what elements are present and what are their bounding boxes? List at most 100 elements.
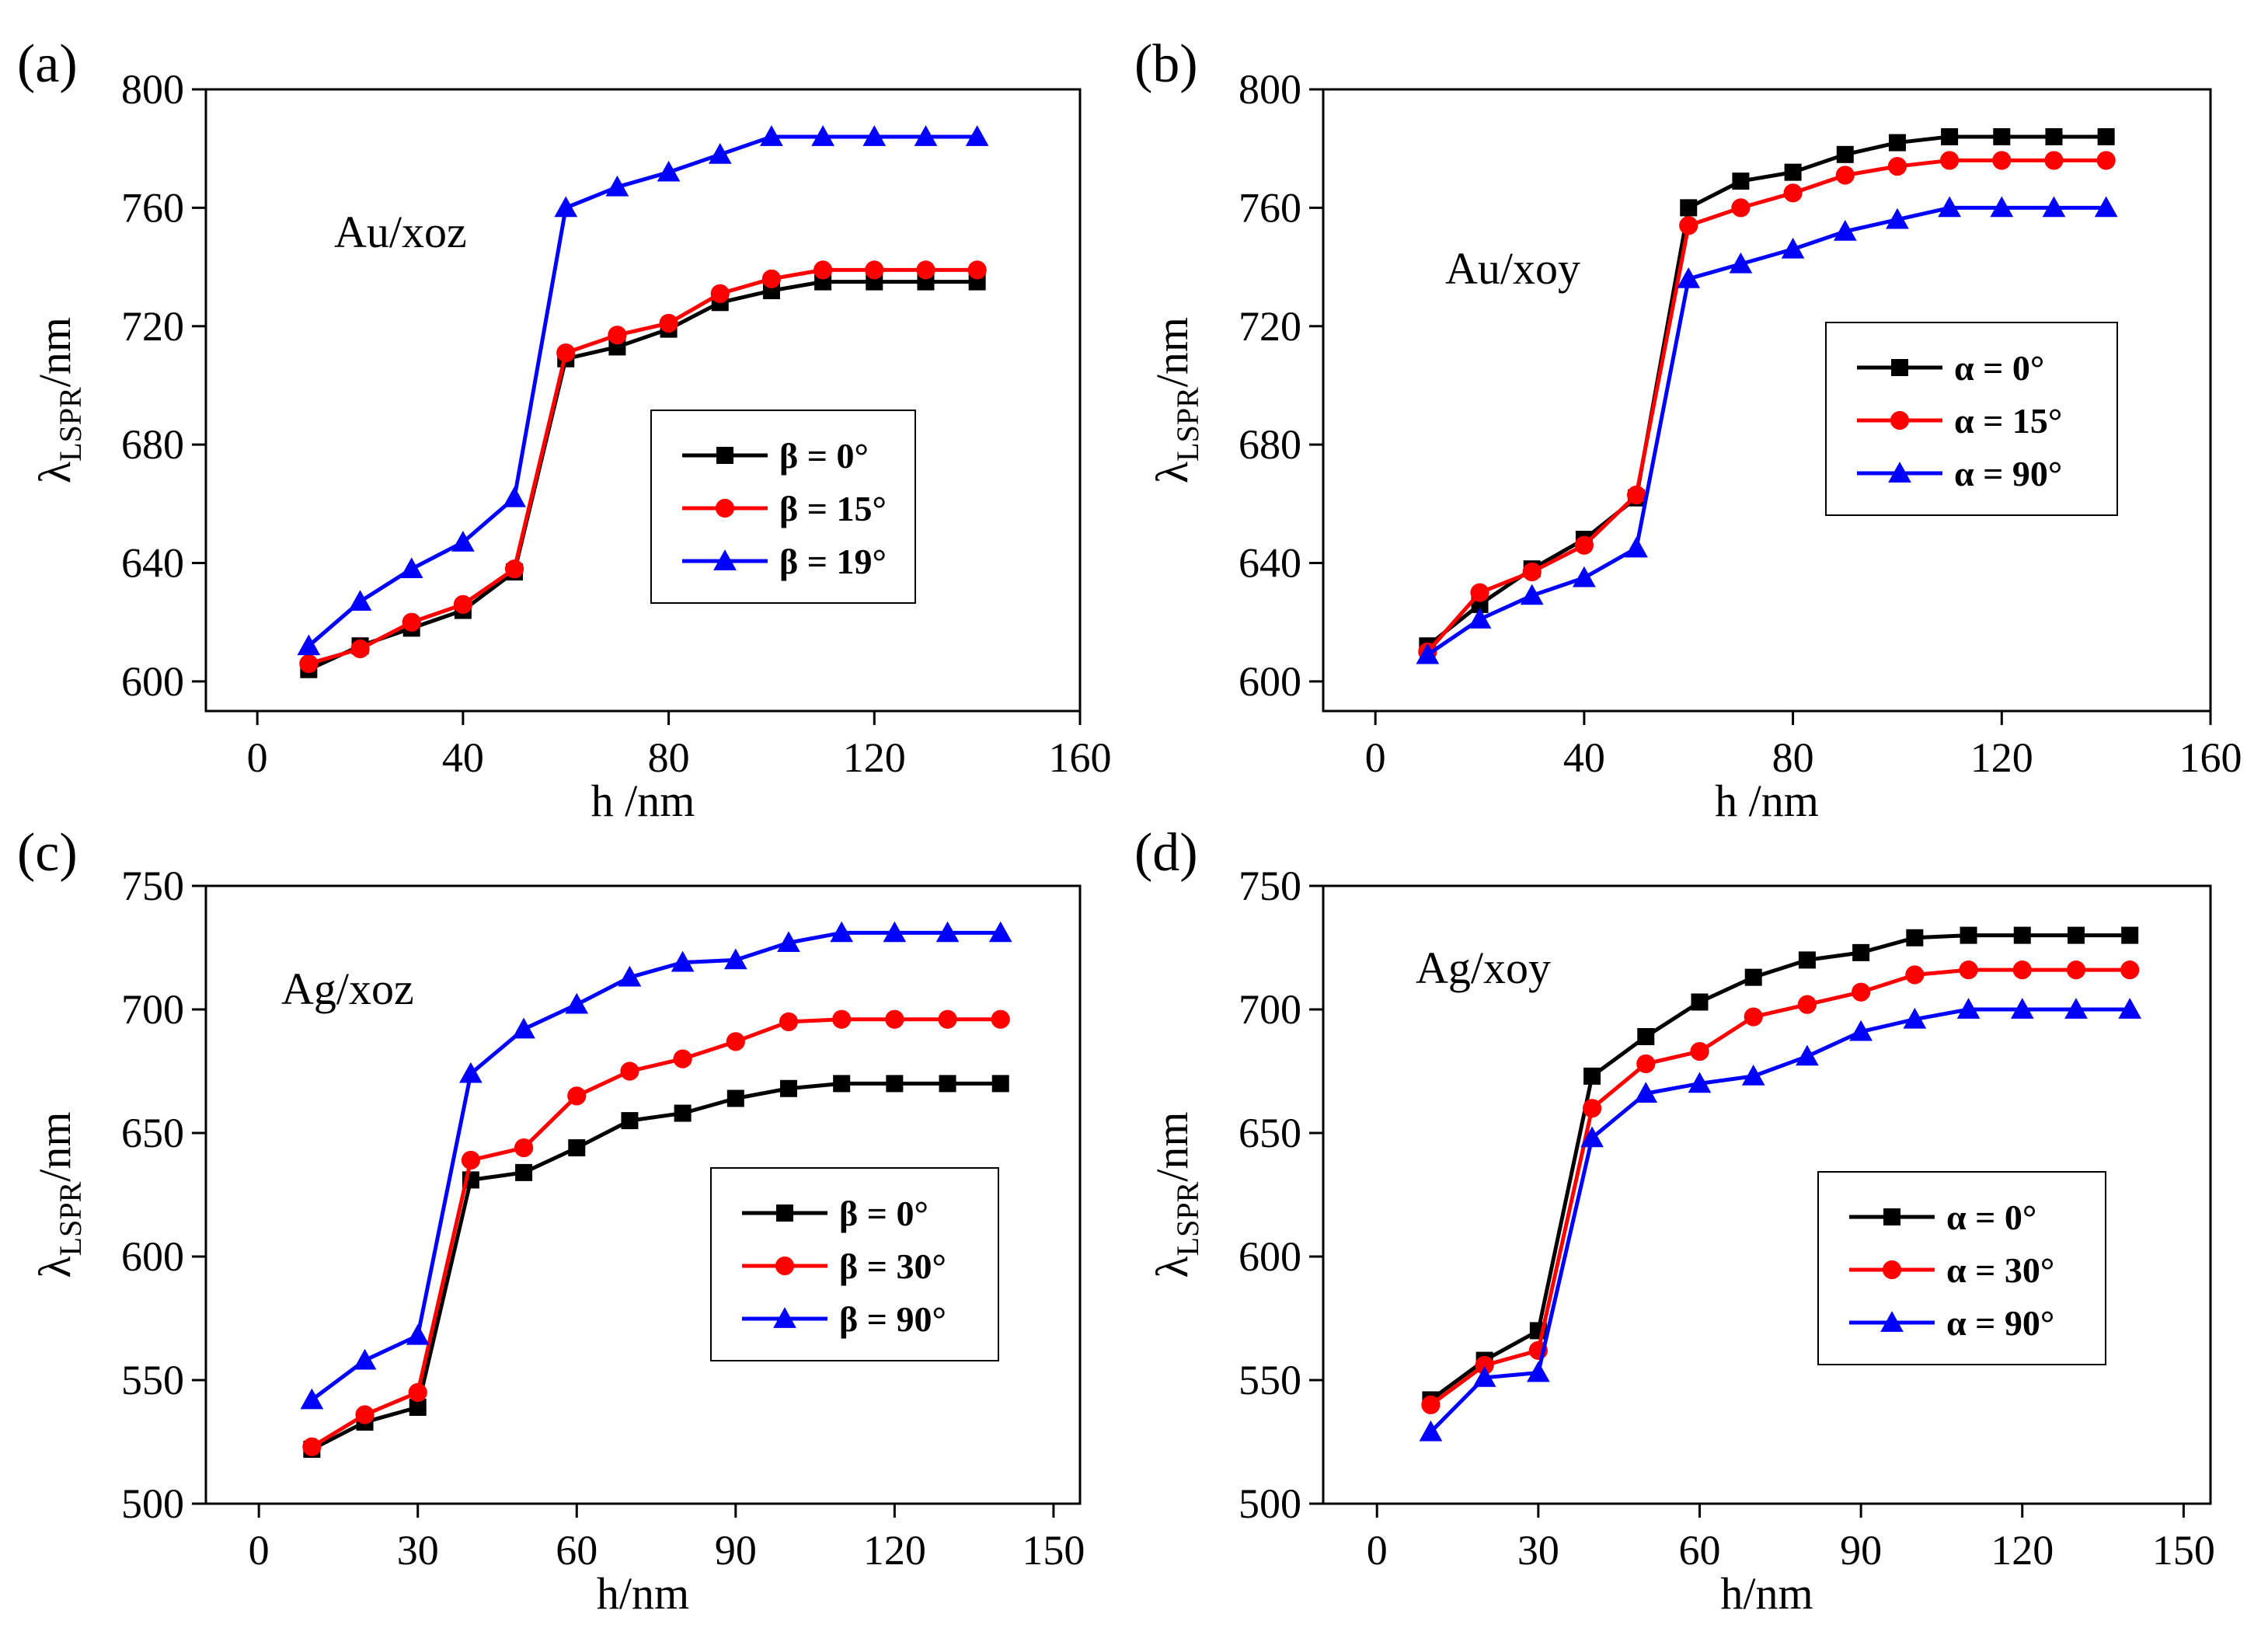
data-point (399, 557, 423, 579)
data-point (608, 326, 627, 345)
y-tick-label: 700 (121, 986, 184, 1033)
y-tick-label: 650 (121, 1110, 184, 1156)
data-point (1468, 608, 1492, 629)
x-tick-label: 120 (843, 734, 906, 781)
data-point (1731, 198, 1751, 218)
data-point (657, 160, 681, 182)
data-point (406, 1323, 430, 1345)
legend-entry: β = 90° (742, 1299, 946, 1339)
data-point (671, 950, 695, 972)
legend-entry: β = 19° (682, 542, 887, 581)
y-axis-unit: /nm (1147, 317, 1197, 387)
data-point (621, 1112, 639, 1130)
data-point (779, 1012, 799, 1031)
legend-label: α = 90° (1946, 1303, 2054, 1343)
data-point (1887, 156, 1907, 176)
legend-label: β = 19° (779, 542, 887, 581)
data-point (2066, 960, 2086, 980)
data-point (297, 634, 321, 656)
data-point (939, 1075, 956, 1093)
series-line (311, 1081, 1001, 1452)
data-point (348, 590, 372, 611)
y-tick-label: 640 (1239, 540, 1301, 587)
data-point (674, 1104, 692, 1122)
series-beta-90 (300, 921, 1012, 1410)
plot-frame (1322, 884, 2212, 1505)
legend: β = 0° β = 15° β = 19° (650, 410, 916, 604)
data-point (409, 1398, 427, 1416)
y-axis-symbol: λ (1147, 462, 1197, 483)
data-point (1960, 926, 1977, 944)
panel-label: (d) (1134, 823, 1198, 883)
x-tick-label: 90 (715, 1527, 757, 1574)
data-point (2013, 926, 2031, 944)
data-point (565, 992, 589, 1014)
data-point (2064, 998, 2088, 1019)
y-axis-title: λLSPR/nm (30, 1112, 88, 1278)
data-point (1583, 1067, 1601, 1085)
data-point (451, 531, 475, 552)
data-point (914, 125, 938, 146)
series-line (1429, 933, 2130, 1402)
x-tick-label: 60 (556, 1527, 597, 1574)
y-tick-label: 680 (1239, 421, 1301, 468)
x-tick-label: 40 (442, 734, 484, 781)
panel-d: 0 30 60 90 120 150 500 550 600 650 700 750 h/nm λLSPR… (1134, 823, 2215, 1619)
data-point (1475, 1355, 1494, 1375)
y-tick-label: 720 (1239, 303, 1301, 350)
x-tick-label: 120 (863, 1527, 926, 1574)
data-point (2121, 926, 2139, 944)
data-point (1419, 1420, 1443, 1441)
data-point (1784, 163, 1802, 181)
data-point (1574, 535, 1594, 555)
data-point (2097, 127, 2115, 145)
y-axis-unit: /nm (30, 1112, 80, 1182)
data-point (1520, 584, 1544, 605)
data-point (300, 1388, 324, 1410)
legend-marker (1882, 1260, 1902, 1280)
data-point (2096, 151, 2116, 170)
legend: β = 0° β = 30° β = 90° (710, 1167, 999, 1361)
y-tick-label: 750 (121, 863, 184, 909)
data-point (1959, 960, 1978, 980)
data-point (1886, 207, 1909, 229)
y-tick-label: 550 (121, 1357, 184, 1403)
data-point (935, 921, 960, 943)
data-point (1990, 196, 2014, 218)
data-point (1470, 583, 1489, 602)
data-point (453, 594, 472, 614)
data-point (355, 1405, 375, 1424)
panel-annotation: Ag/xoz (281, 964, 414, 1014)
data-point (991, 1009, 1010, 1029)
data-point (2042, 196, 2066, 218)
data-point (461, 1150, 481, 1170)
data-point (991, 1075, 1009, 1093)
x-tick-label: 120 (1991, 1527, 2054, 1574)
legend-entry: α = 90° (1849, 1303, 2054, 1343)
x-tick-label: 90 (1840, 1527, 1882, 1574)
data-point (1416, 643, 1440, 664)
data-point (514, 1138, 534, 1158)
y-tick-label: 500 (121, 1480, 184, 1527)
data-point (1741, 1065, 1765, 1086)
data-point (1580, 1126, 1604, 1148)
series-beta-0 (303, 1075, 1009, 1459)
data-point (1940, 151, 1960, 170)
series-alpha-0 (1422, 926, 2139, 1409)
legend-label: α = 30° (1946, 1250, 2054, 1290)
legend-label: β = 0° (779, 436, 869, 476)
data-point (568, 1139, 586, 1157)
plot-frame (204, 884, 1082, 1505)
series-alpha-15 (1418, 151, 2116, 661)
legend-label: β = 0° (839, 1194, 928, 1233)
data-point (862, 125, 887, 146)
legend-marker (715, 498, 735, 518)
data-point (2044, 151, 2064, 170)
y-axis-unit: /nm (30, 317, 80, 387)
data-point (1852, 982, 1871, 1002)
legend-marker (716, 447, 733, 464)
data-point (1852, 943, 1870, 961)
panel-b: 0 40 80 120 160 600 640 680 720 760 800 h /nm λLSPR/… (1134, 34, 2242, 826)
series-line (1429, 1007, 2130, 1434)
data-point (2012, 960, 2032, 980)
